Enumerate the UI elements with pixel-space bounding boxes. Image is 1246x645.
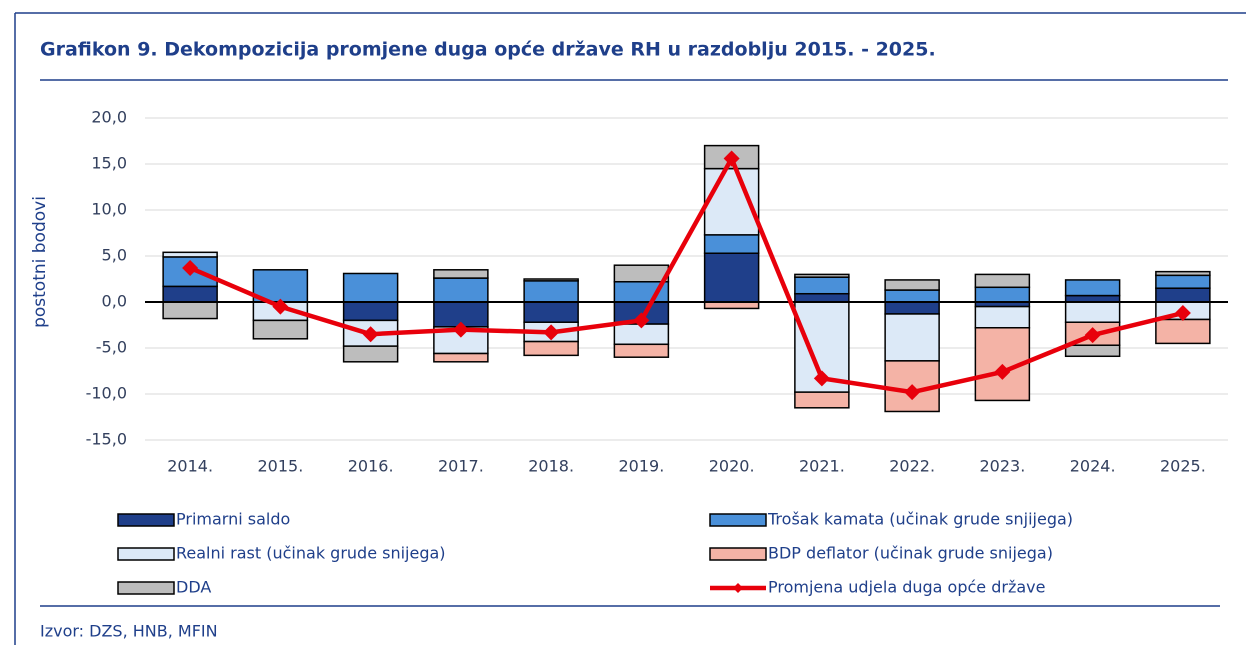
- bar-segment: [433, 352, 489, 363]
- line-marker: [994, 363, 1011, 380]
- bar-segment: [1155, 270, 1211, 277]
- bar-segment: [162, 251, 218, 258]
- line-marker: [1174, 305, 1191, 322]
- y-tick-label: -15,0: [86, 430, 127, 449]
- bar-segment: [523, 301, 579, 323]
- bar-segment: [703, 252, 760, 303]
- bar-segment: [252, 319, 309, 340]
- bar-segment: [1064, 344, 1121, 358]
- bar-segment: [1064, 301, 1121, 323]
- legend-label: Primarni saldo: [176, 510, 290, 529]
- x-tick-label: 2025.: [1160, 457, 1206, 476]
- y-tick-label: 5,0: [102, 246, 127, 265]
- line-marker: [362, 326, 379, 343]
- y-tick-label: -10,0: [86, 384, 127, 403]
- line-series: [189, 156, 1184, 395]
- y-tick-label: 15,0: [91, 154, 127, 173]
- y-tick-label: 10,0: [91, 200, 127, 219]
- bar-segment: [884, 301, 940, 315]
- legend-label: DDA: [176, 578, 211, 597]
- line-marker: [813, 370, 830, 387]
- bar-segment: [1155, 318, 1211, 345]
- x-tick-label: 2014.: [167, 457, 213, 476]
- legend-label: Realni rast (učinak grude snijega): [176, 544, 446, 563]
- bar-segment: [884, 313, 940, 362]
- line-marker: [633, 312, 650, 329]
- x-tick-label: 2017.: [438, 457, 484, 476]
- line-marker: [543, 324, 560, 341]
- x-tick-label: 2019.: [618, 457, 664, 476]
- bar-segment: [974, 305, 1031, 329]
- legend-marker: [733, 583, 743, 593]
- line-marker: [182, 259, 199, 276]
- bar-segment: [794, 276, 850, 295]
- x-tick-label: 2024.: [1070, 457, 1116, 476]
- bar-segment: [794, 292, 850, 303]
- legend-swatch: [117, 547, 175, 561]
- bar-segment: [523, 278, 579, 282]
- legend-swatch: [117, 513, 175, 527]
- x-tick-label: 2022.: [889, 457, 935, 476]
- bar-segment: [974, 286, 1031, 303]
- bar-segment: [613, 264, 670, 283]
- y-tick-label: -5,0: [96, 338, 127, 357]
- y-axis-label: postotni bodovi: [30, 196, 50, 328]
- bar-segment: [342, 272, 399, 303]
- legend-swatch: [709, 547, 767, 561]
- bar-segment: [342, 345, 399, 363]
- x-tick-label: 2021.: [799, 457, 845, 476]
- bar-segment: [1155, 287, 1211, 303]
- legend-label: Promjena udjela duga opće države: [768, 578, 1045, 597]
- bar-segment: [523, 340, 579, 357]
- bar-segment: [433, 269, 489, 279]
- line-marker: [452, 321, 469, 338]
- chart-title: Grafikon 9. Dekompozicija promjene duga …: [40, 39, 936, 61]
- line-marker: [723, 150, 740, 167]
- legend-swatch: [117, 581, 175, 595]
- x-tick-label: 2016.: [348, 457, 394, 476]
- bar-segment: [703, 234, 760, 254]
- y-tick-label: 0,0: [102, 292, 127, 311]
- bar-segment: [974, 273, 1031, 289]
- bar-segment: [794, 273, 850, 278]
- bar-segment: [433, 277, 489, 303]
- line-marker: [1084, 327, 1101, 344]
- legend-label: BDP deflator (učinak grude snijega): [768, 544, 1053, 563]
- bar-segment: [162, 285, 218, 303]
- bar-segment: [523, 280, 579, 303]
- legend-swatch: [709, 513, 767, 527]
- bar-segment: [884, 279, 940, 291]
- x-tick-label: 2023.: [979, 457, 1025, 476]
- bar-segment: [342, 301, 399, 322]
- bar-segment: [613, 343, 670, 358]
- bar-segment: [1064, 279, 1121, 297]
- source: Izvor: DZS, HNB, MFIN: [40, 622, 218, 641]
- bar-segment: [794, 391, 850, 409]
- x-tick-label: 2020.: [709, 457, 755, 476]
- bar-segment: [1155, 274, 1211, 289]
- bar-segment: [252, 269, 309, 303]
- y-tick-label: 20,0: [91, 108, 127, 127]
- x-tick-label: 2018.: [528, 457, 574, 476]
- legend-label: Trošak kamata (učinak grude snjijega): [767, 510, 1073, 529]
- bar-segment: [162, 301, 218, 320]
- line-marker: [272, 298, 289, 315]
- bar-segment: [884, 289, 940, 303]
- x-tick-label: 2015.: [257, 457, 303, 476]
- line-marker: [904, 384, 921, 401]
